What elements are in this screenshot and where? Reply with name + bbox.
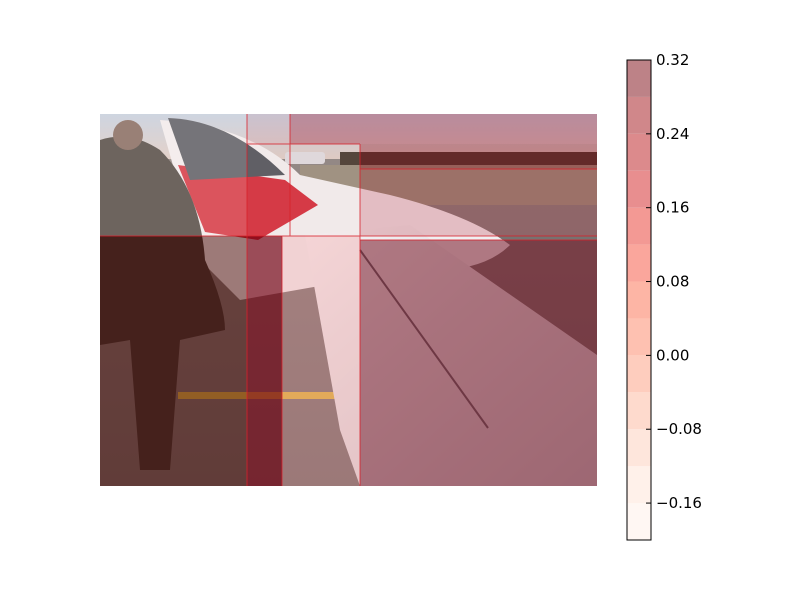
colorbar-level: [627, 207, 651, 245]
colorbar: [626, 59, 652, 541]
colorbar-level: [627, 60, 651, 97]
colorbar-tick-label: 0.32: [656, 51, 689, 69]
red-stripe: [178, 165, 318, 240]
colorbar-tick-label: 0.08: [656, 273, 689, 291]
colorbar-tick-label: 0.00: [656, 346, 689, 364]
tree-line: [340, 152, 597, 168]
colorbar-level: [627, 133, 651, 171]
colorbar-level: [627, 503, 651, 540]
colorbar-level: [627, 318, 651, 356]
colorbar-level: [627, 170, 651, 208]
colorbar-level: [627, 392, 651, 430]
colorbar-level: [627, 429, 651, 467]
colorbar-level: [627, 96, 651, 134]
colorbar-tick-label: −0.16: [656, 494, 702, 512]
colorbar-level: [627, 281, 651, 319]
colorbar-frame: [626, 59, 652, 541]
colorbar-tick-label: 0.24: [656, 125, 689, 143]
colorbar-tick-label: −0.08: [656, 420, 702, 438]
colorbar-level: [627, 355, 651, 393]
colorbar-ticks: 0.32 0.24 0.16 0.08 0.00 −0.08 −0.16: [646, 51, 702, 512]
colorbar-level: [627, 466, 651, 504]
colorbar-tick-label: 0.16: [656, 199, 689, 217]
heatmap-overlay: [100, 114, 597, 486]
colorbar-level: [627, 244, 651, 282]
